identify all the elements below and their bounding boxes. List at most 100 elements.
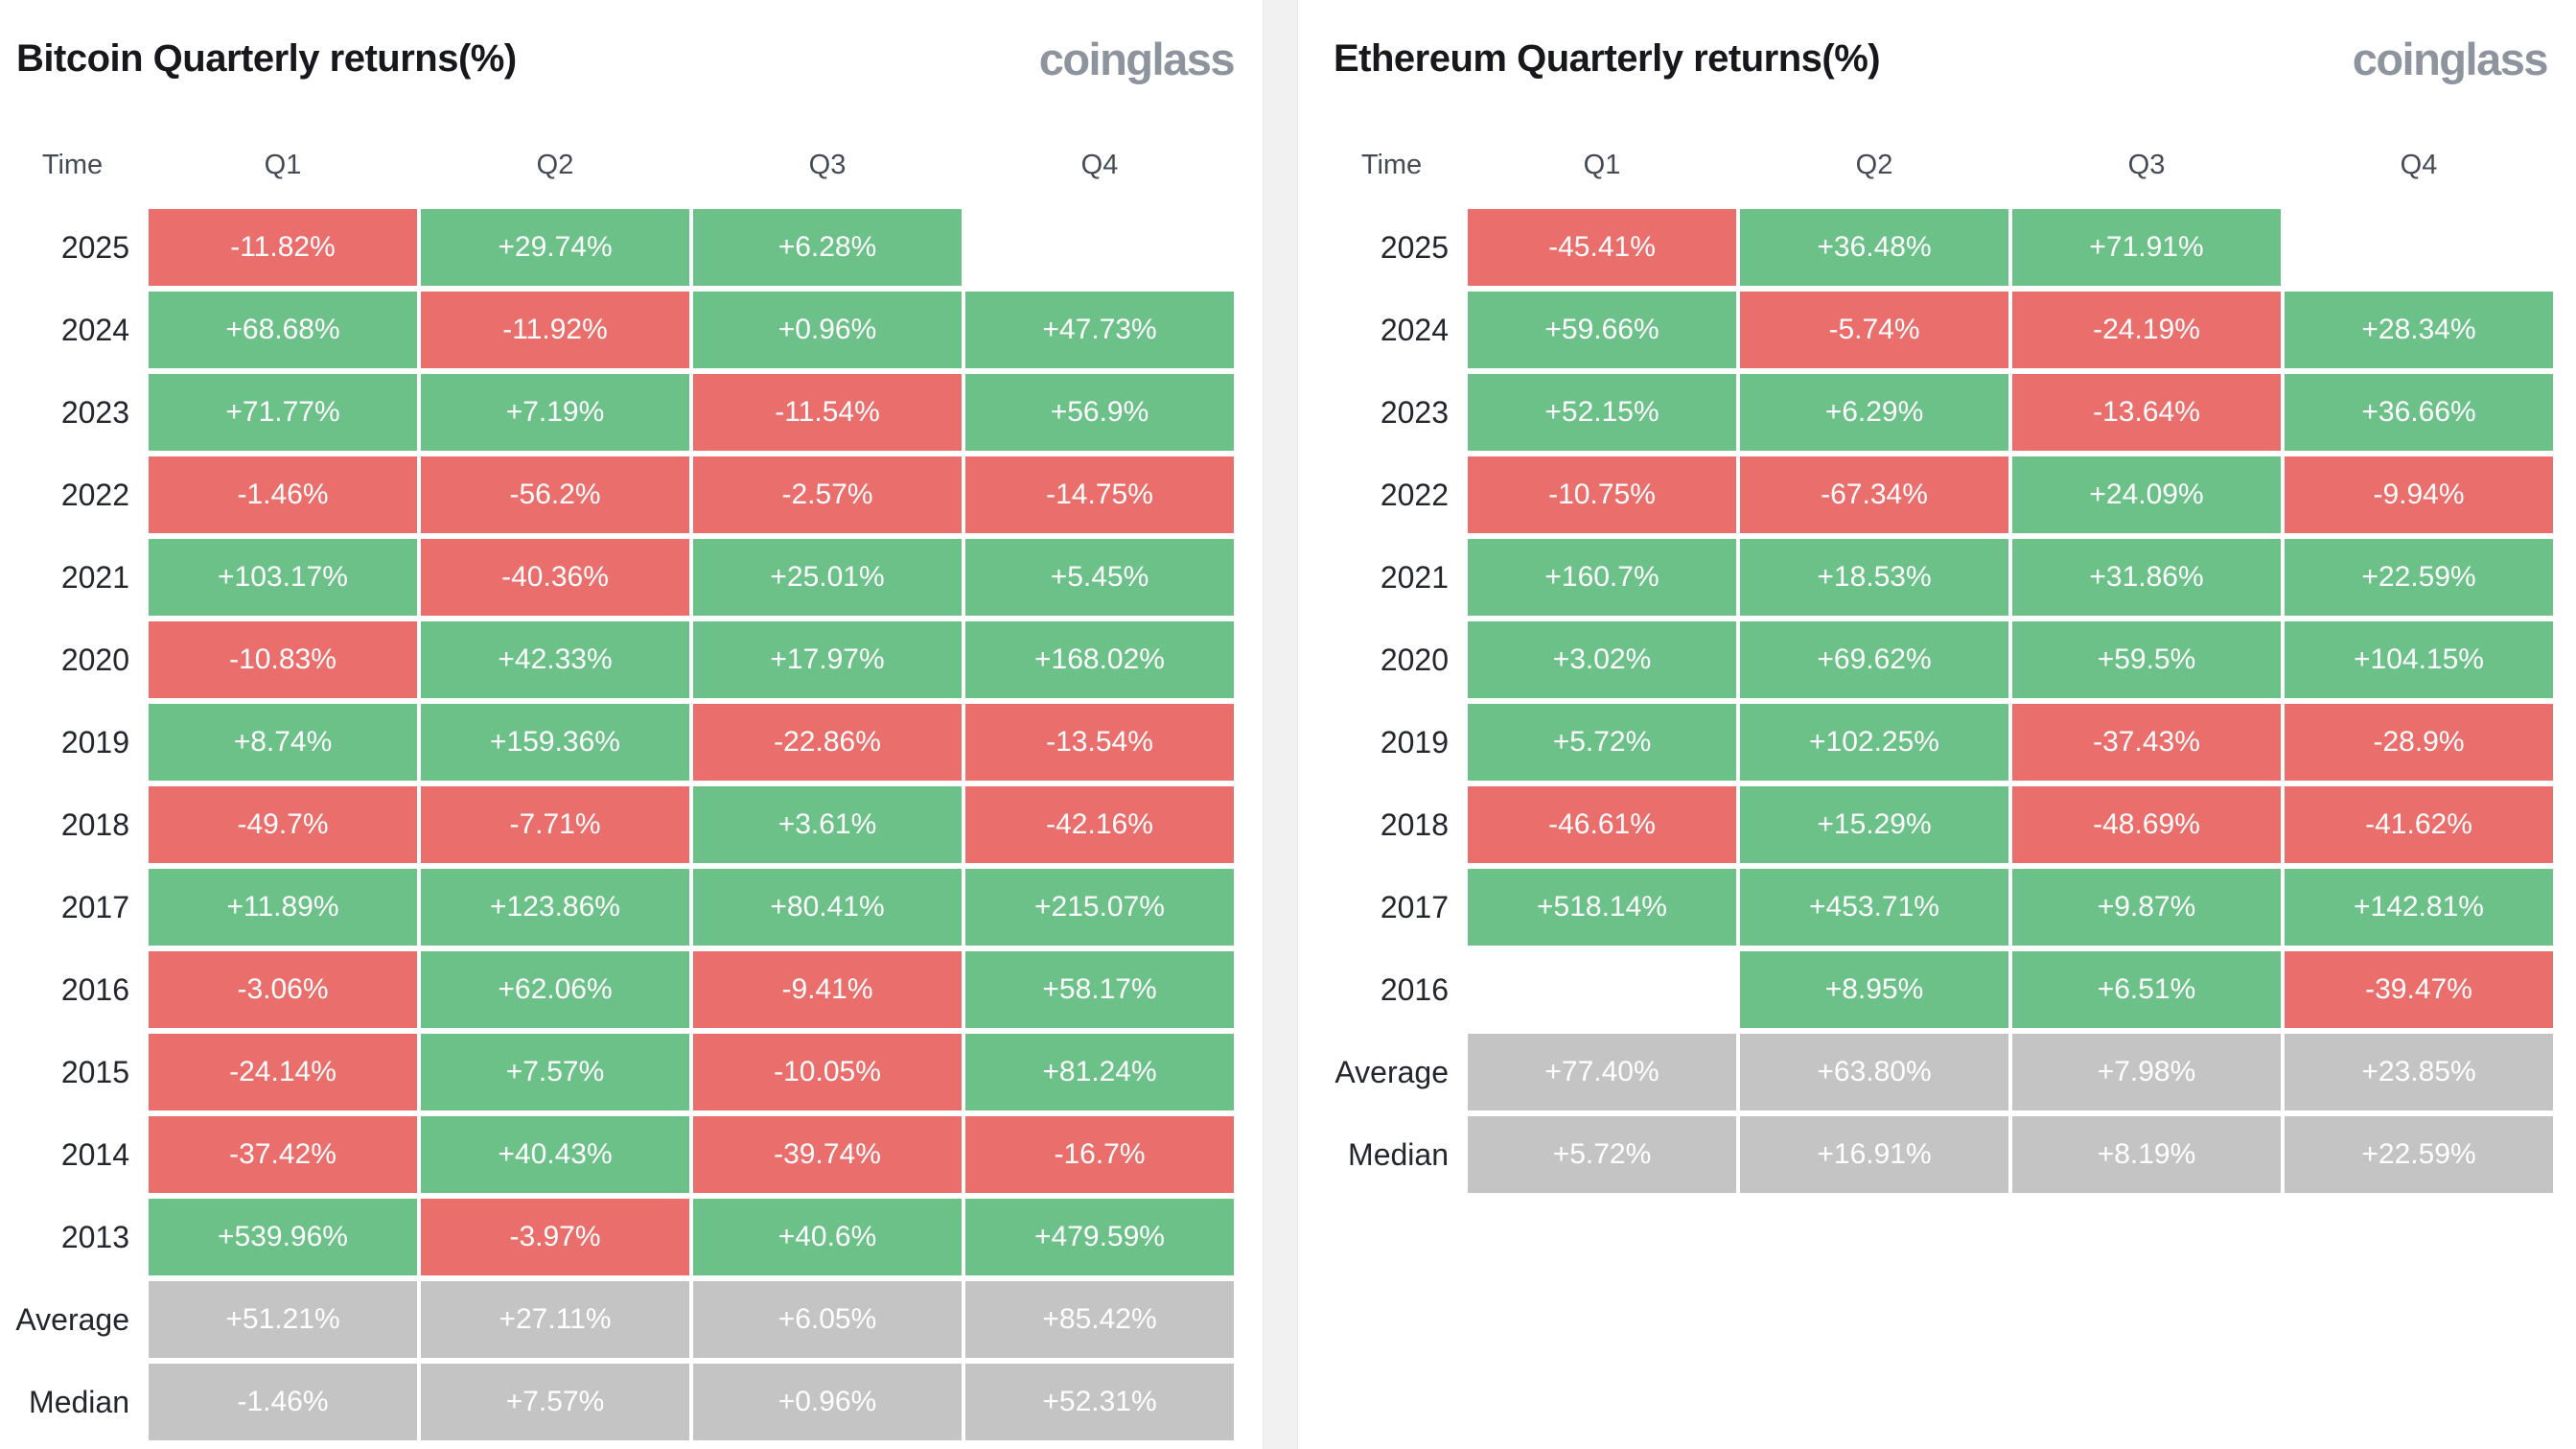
return-cell: +28.34%: [2285, 292, 2553, 368]
return-cell: +77.40%: [1468, 1034, 1736, 1110]
coinglass-logo[interactable]: coinglass: [1038, 33, 1236, 84]
row-label-2023: 2023: [60, 394, 129, 430]
row-label-2014: 2014: [60, 1136, 129, 1172]
return-cell: +7.57%: [421, 1364, 689, 1440]
return-cell: +68.68%: [149, 292, 417, 368]
return-cell: +15.29%: [1740, 786, 2008, 863]
return-cell: -24.19%: [2012, 292, 2281, 368]
return-cell: +142.81%: [2285, 869, 2553, 946]
return-cell: +42.33%: [421, 621, 689, 698]
return-cell: +17.97%: [693, 621, 962, 698]
return-cell: +479.59%: [965, 1199, 1234, 1275]
return-cell: +6.51%: [2012, 951, 2281, 1028]
row-label-2023: 2023: [1380, 394, 1449, 430]
row-label-median: Median: [1348, 1136, 1449, 1172]
return-cell: -39.47%: [2285, 951, 2553, 1028]
return-cell: -37.43%: [2012, 704, 2281, 781]
return-cell: +40.6%: [693, 1199, 962, 1275]
return-cell: -37.42%: [149, 1116, 417, 1193]
return-cell: +62.06%: [421, 951, 689, 1028]
column-header-time: Time: [1360, 149, 1423, 180]
return-cell: +85.42%: [965, 1281, 1234, 1358]
coinglass-logo[interactable]: coinglass: [2352, 33, 2549, 84]
return-cell: +18.53%: [1740, 539, 2008, 616]
return-cell: -49.7%: [149, 786, 417, 863]
return-cell: -5.74%: [1740, 292, 2008, 368]
return-cell: +9.87%: [2012, 869, 2281, 946]
return-cell: -1.46%: [149, 1364, 417, 1440]
row-label-2024: 2024: [60, 312, 129, 347]
bitcoin-returns-panel: Bitcoin Quarterly returns(%) coinglass T…: [0, 0, 1263, 1449]
return-cell: -45.41%: [1468, 209, 1736, 286]
column-header-q2: Q2: [1855, 149, 1893, 180]
return-cell: -28.9%: [2285, 704, 2553, 781]
return-cell: +31.86%: [2012, 539, 2281, 616]
ethereum-panel-header: Ethereum Quarterly returns(%) coinglass: [1298, 27, 2576, 90]
row-label-average: Average: [1334, 1054, 1449, 1089]
row-label-2025: 2025: [60, 229, 129, 265]
return-cell: +80.41%: [693, 869, 962, 946]
column-header-q3: Q3: [2127, 149, 2166, 180]
return-cell: +6.29%: [1740, 374, 2008, 451]
panel-divider: [1263, 0, 1298, 1449]
return-cell: +123.86%: [421, 869, 689, 946]
return-cell: -13.64%: [2012, 374, 2281, 451]
return-cell: -10.75%: [1468, 456, 1736, 533]
return-cell: +104.15%: [2285, 621, 2553, 698]
row-label-average: Average: [15, 1301, 129, 1337]
return-cell: -39.74%: [693, 1116, 962, 1193]
row-label-2022: 2022: [60, 477, 129, 512]
return-cell: +22.59%: [2285, 1116, 2553, 1193]
return-cell: +59.66%: [1468, 292, 1736, 368]
return-cell: -3.97%: [421, 1199, 689, 1275]
row-label-median: Median: [29, 1384, 129, 1419]
return-cell: +47.73%: [965, 292, 1234, 368]
row-label-2021: 2021: [60, 559, 129, 595]
row-label-2018: 2018: [60, 806, 129, 842]
return-cell: -10.83%: [149, 621, 417, 698]
return-cell: +11.89%: [149, 869, 417, 946]
return-cell: -7.71%: [421, 786, 689, 863]
return-cell: -22.86%: [693, 704, 962, 781]
empty-cell: [2285, 209, 2553, 286]
return-cell: +102.25%: [1740, 704, 2008, 781]
return-cell: +7.57%: [421, 1034, 689, 1110]
return-cell: +7.19%: [421, 374, 689, 451]
return-cell: +23.85%: [2285, 1034, 2553, 1110]
row-label-2016: 2016: [60, 971, 129, 1007]
return-cell: +0.96%: [693, 292, 962, 368]
return-cell: +8.95%: [1740, 951, 2008, 1028]
return-cell: -3.06%: [149, 951, 417, 1028]
return-cell: +51.21%: [149, 1281, 417, 1358]
return-cell: +63.80%: [1740, 1034, 2008, 1110]
return-cell: -56.2%: [421, 456, 689, 533]
return-cell: +52.31%: [965, 1364, 1234, 1440]
return-cell: +7.98%: [2012, 1034, 2281, 1110]
return-cell: +518.14%: [1468, 869, 1736, 946]
row-label-2019: 2019: [1380, 724, 1449, 760]
return-cell: +8.74%: [149, 704, 417, 781]
return-cell: -24.14%: [149, 1034, 417, 1110]
ethereum-panel-title: Ethereum Quarterly returns(%): [1334, 36, 1881, 80]
bitcoin-panel-title: Bitcoin Quarterly returns(%): [16, 36, 517, 80]
ethereum-returns-panel: Ethereum Quarterly returns(%) coinglass …: [1298, 0, 2576, 1449]
bitcoin-returns-table: Time Q1 Q2 Q3 Q4 2025 -11.82% +29.74% +6.28% 2024…: [0, 127, 1263, 1440]
return-cell: +3.02%: [1468, 621, 1736, 698]
row-label-2025: 2025: [1380, 229, 1449, 265]
return-cell: -41.62%: [2285, 786, 2553, 863]
return-cell: +52.15%: [1468, 374, 1736, 451]
return-cell: -11.82%: [149, 209, 417, 286]
return-cell: -1.46%: [149, 456, 417, 533]
return-cell: -11.54%: [693, 374, 962, 451]
empty-cell: [965, 209, 1234, 286]
return-cell: +0.96%: [693, 1364, 962, 1440]
empty-cell: [1468, 951, 1736, 1028]
return-cell: +8.19%: [2012, 1116, 2281, 1193]
return-cell: +453.71%: [1740, 869, 2008, 946]
return-cell: +59.5%: [2012, 621, 2281, 698]
return-cell: +539.96%: [149, 1199, 417, 1275]
return-cell: +58.17%: [965, 951, 1234, 1028]
return-cell: -14.75%: [965, 456, 1234, 533]
return-cell: +5.72%: [1468, 704, 1736, 781]
